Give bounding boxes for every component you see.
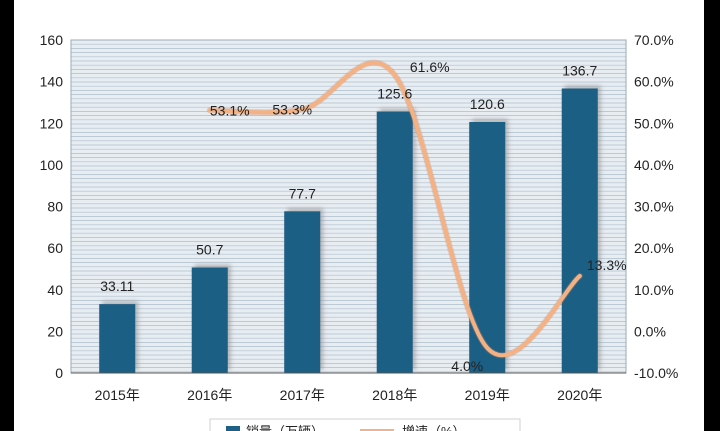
bar-data-label: 50.7 <box>196 241 223 257</box>
bar <box>376 111 413 373</box>
x-tick-label: 2017年 <box>280 387 325 403</box>
y-right-tick-label: 60.0% <box>634 74 674 90</box>
bar-data-label: 120.6 <box>470 96 505 112</box>
y-left-tick-label: 0 <box>55 365 63 381</box>
x-tick-label: 2019年 <box>465 387 510 403</box>
x-tick-label: 2020年 <box>557 387 602 403</box>
y-left-tick-label: 40 <box>47 282 63 298</box>
bar-data-label: 125.6 <box>377 86 412 102</box>
bar <box>99 304 136 373</box>
legend-bar-label: 销量（万辆） <box>246 424 324 431</box>
bar-data-label: 33.11 <box>100 278 134 294</box>
y-left-tick-label: 160 <box>40 32 64 48</box>
combo-chart: 33.11 50.7 77.7 125.6 120.6 136.7 53.1% 53.3% 6… <box>40 32 678 431</box>
chart-frame: 33.11 50.7 77.7 125.6 120.6 136.7 53.1% 53.3% 6… <box>14 0 704 431</box>
y-left-tick-label: 60 <box>47 240 63 256</box>
y-left-tick-label: 120 <box>40 115 64 131</box>
y-right-tick-label: 50.0% <box>634 115 674 131</box>
x-tick-label: 2015年 <box>95 387 140 403</box>
legend-line-label: 增速（%） <box>402 424 466 431</box>
y-right-tick-label: 10.0% <box>634 282 674 298</box>
line-data-label: 13.3% <box>587 257 627 273</box>
y-left-tick-label: 140 <box>40 74 64 90</box>
bar <box>469 122 506 373</box>
bar <box>284 211 321 373</box>
line-data-label: 4.0% <box>451 358 483 374</box>
y-right-tick-label: 0.0% <box>634 323 666 339</box>
y-left-tick-label: 20 <box>47 323 63 339</box>
x-tick-label: 2016年 <box>187 387 232 403</box>
y-left-tick-label: 80 <box>47 199 63 215</box>
bar-data-label: 77.7 <box>289 185 316 201</box>
y-right-tick-label: -10.0% <box>634 365 678 381</box>
y-right-tick-label: 70.0% <box>634 32 674 48</box>
bar-data-label: 136.7 <box>562 62 597 78</box>
legend-bar-swatch <box>226 426 240 431</box>
y-right-tick-label: 20.0% <box>634 240 674 256</box>
line-data-label: 53.3% <box>272 102 312 118</box>
y-right-tick-label: 30.0% <box>634 199 674 215</box>
line-data-label: 61.6% <box>410 59 450 75</box>
legend-box <box>209 418 521 431</box>
bar <box>561 88 598 373</box>
bar <box>191 267 228 373</box>
line-data-label: 53.1% <box>210 102 250 118</box>
y-right-tick-label: 40.0% <box>634 157 674 173</box>
x-tick-label: 2018年 <box>372 387 417 403</box>
y-left-tick-label: 100 <box>40 157 64 173</box>
line-series <box>207 60 582 358</box>
